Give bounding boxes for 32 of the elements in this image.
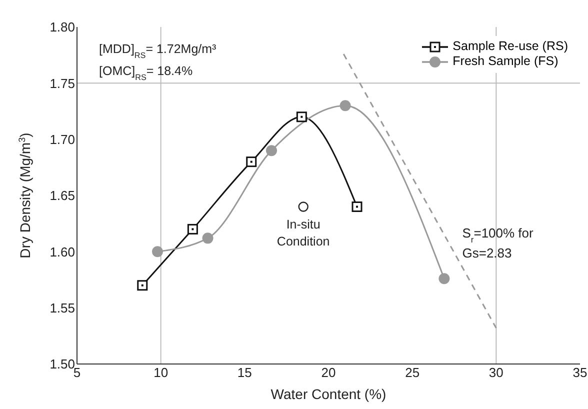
legend-label: Fresh Sample (FS): [452, 54, 558, 69]
annotation: In-situ Condition: [276, 218, 330, 249]
point: [246, 156, 257, 168]
y-tick-label: 1.60: [50, 244, 75, 260]
x-axis-title: Water Content (%): [270, 386, 386, 402]
point: [298, 202, 308, 212]
point: [296, 112, 307, 122]
point: [152, 246, 163, 258]
y-tick-label: 1.65: [50, 188, 75, 204]
x-tick-label: 5: [73, 365, 81, 380]
y-tick-label: 1.55: [50, 300, 75, 316]
y-tick-label: 1.70: [50, 132, 75, 147]
point: [438, 273, 450, 284]
annotation: S$_{r}$=100% for Gs=2.83: [462, 226, 534, 261]
x-tick-label: 15: [237, 365, 252, 380]
annotation: [OMC]$_{RS}$= 18.4%: [99, 64, 193, 82]
y-tick-label: 1.80: [50, 20, 75, 35]
point: [202, 232, 214, 244]
point: [137, 280, 148, 291]
x-tick-label: 35: [572, 365, 588, 380]
annotation: [MDD]$_{RS}$= 1.72Mg/m³: [99, 42, 216, 60]
x-tick-label: 20: [321, 365, 336, 380]
point: [352, 201, 362, 212]
x-tick-label: 25: [405, 365, 420, 380]
point: [340, 100, 351, 112]
x-tick-label: 30: [488, 365, 504, 380]
legend-label: Sample Re-use (RS): [452, 39, 568, 54]
point: [187, 224, 198, 234]
point: [266, 145, 277, 156]
y-tick-label: 1.75: [50, 76, 75, 91]
x-tick-label: 10: [154, 365, 168, 380]
y-tick-label: 1.50: [50, 356, 75, 372]
